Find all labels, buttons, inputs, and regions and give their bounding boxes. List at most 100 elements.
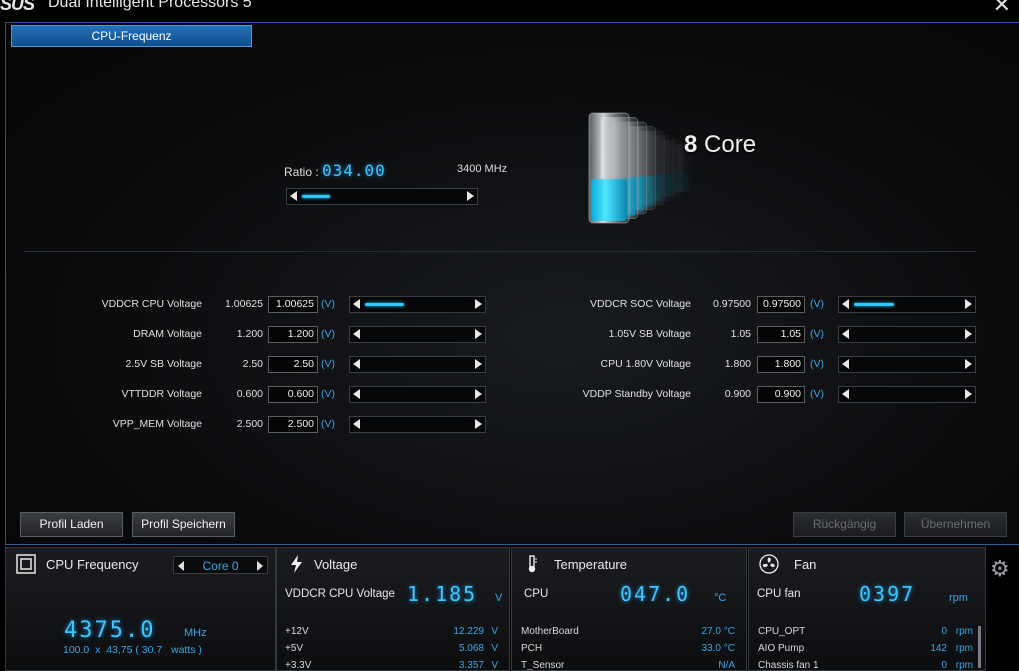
core-next-icon[interactable] [257,561,263,571]
voltage-input[interactable]: 2.50 [268,356,318,373]
lightning-icon [291,555,302,573]
voltage-unit: (V) [810,298,824,310]
slider-right-arrow-icon[interactable] [475,329,482,339]
apply-button[interactable]: Übernehmen [904,512,1007,537]
voltage-row: VDDCR SOC Voltage 0.97500 0.97500 (V) [6,296,824,313]
voltage-slider[interactable] [349,326,486,343]
slider-right-arrow-icon[interactable] [965,299,972,309]
slider-right-arrow-icon[interactable] [475,359,482,369]
panel-row-unit: V [491,626,498,637]
load-profile-button[interactable]: Profil Laden [20,512,123,537]
slider-right-arrow-icon[interactable] [965,389,972,399]
slider-left-arrow-icon[interactable] [842,389,849,399]
core-prev-icon[interactable] [178,561,184,571]
save-profile-button[interactable]: Profil Speichern [132,512,235,537]
panel-row: MotherBoard 27.0 °C [521,626,735,637]
voltage-current: 2.500 [236,418,263,430]
core-selector[interactable]: Core 0 [173,556,268,574]
voltage-input[interactable]: 0.600 [268,386,318,403]
undo-button[interactable]: Rückgängig [793,512,896,537]
voltage-slider[interactable] [838,296,976,313]
slider-right-arrow-icon[interactable] [965,359,972,369]
slider-right-arrow-icon[interactable] [965,329,972,339]
panel-row-unit: rpm [955,643,973,654]
panel-row-unit: rpm [955,660,973,671]
settings-gear-icon[interactable]: ⚙ [990,556,1010,581]
voltage-row: 1.05V SB Voltage 1.05 1.05 (V) [6,326,824,343]
main-panel: CPU-Frequenz Ratio : 034.00 3400 MHz 8 C… [5,22,1019,544]
slider-left-arrow-icon[interactable] [353,299,360,309]
voltage-input[interactable]: 1.200 [268,326,318,343]
voltage-input[interactable]: 0.97500 [757,296,805,313]
voltage-input[interactable]: 1.00625 [268,296,318,313]
slider-fill [854,303,894,306]
fan-title: Fan [794,557,817,572]
slider-fill [302,195,330,198]
voltage-unit: (V) [321,418,335,430]
voltage-slider[interactable] [349,416,486,433]
slider-left-arrow-icon[interactable] [842,299,849,309]
voltage-name: VTTDDR Voltage [121,388,202,400]
tab-cpu-frequency[interactable]: CPU-Frequenz [11,25,252,47]
voltage-row: DRAM Voltage 1.200 1.200 (V) [6,326,335,343]
slider-fill [365,303,404,306]
slider-left-arrow-icon[interactable] [353,389,360,399]
title-bar: SUS Dual Intelligent Processors 5 ✕ [0,0,1019,22]
temperature-main-unit: °C [714,592,727,604]
voltage-input[interactable]: 2.500 [268,416,318,433]
slider-left-arrow-icon[interactable] [290,191,297,201]
voltage-name: 2.5V SB Voltage [125,358,202,370]
slider-left-arrow-icon[interactable] [353,329,360,339]
slider-right-arrow-icon[interactable] [475,299,482,309]
panel-row-value: 0 [941,660,947,671]
voltage-name: VDDCR CPU Voltage [101,298,202,310]
close-icon[interactable]: ✕ [992,0,1011,17]
ratio-mhz: 3400 MHz [457,163,508,175]
panel-row-unit: V [491,660,498,671]
voltage-input[interactable]: 1.05 [757,326,805,343]
fan-scrollbar[interactable] [978,626,981,668]
slider-left-arrow-icon[interactable] [842,359,849,369]
panel-row-value: 0 [941,626,947,637]
slider-left-arrow-icon[interactable] [353,419,360,429]
voltage-current: 1.00625 [225,298,263,310]
panel-row-label: +12V [285,626,309,637]
ratio-slider[interactable] [286,188,478,205]
slider-left-arrow-icon[interactable] [842,329,849,339]
voltage-current: 0.97500 [713,298,751,310]
core-word: Core [697,131,757,158]
voltage-main-label: VDDCR CPU Voltage [285,588,395,600]
voltage-name: VDDCR SOC Voltage [590,298,691,310]
voltage-slider[interactable] [838,386,976,403]
voltage-current: 2.50 [242,358,263,370]
voltage-input[interactable]: 1.800 [757,356,805,373]
voltage-slider[interactable] [838,356,976,373]
slider-right-arrow-icon[interactable] [475,419,482,429]
voltage-row: CPU 1.80V Voltage 1.800 1.800 (V) [6,356,824,373]
fan-main-unit: rpm [949,592,968,604]
voltage-slider[interactable] [349,386,486,403]
voltage-input[interactable]: 0.900 [757,386,805,403]
voltage-slider[interactable] [838,326,976,343]
panel-row: +3.3V 3.357 V [285,660,498,671]
panel-row-label: MotherBoard [521,626,579,637]
panel-row-value: 3.357 [458,660,484,671]
voltage-slider[interactable] [349,356,486,373]
voltage-main-value: 1.185 [407,582,478,606]
voltage-main-unit: V [495,592,503,604]
panel-row-label: Chassis fan 1 [758,660,819,671]
panel-row-value: 27.0 °C [701,626,735,637]
core-count: 8 Core [684,131,756,159]
slider-left-arrow-icon[interactable] [353,359,360,369]
slider-right-arrow-icon[interactable] [475,389,482,399]
asus-logo: SUS [0,0,35,14]
voltage-slider[interactable] [349,296,486,313]
fan-panel: Fan CPU fan 0397 rpm CPU_OPT 0 rpm AIO Pump… [748,547,986,671]
slider-right-arrow-icon[interactable] [467,191,474,201]
temperature-main-label: CPU [524,588,549,600]
fan-main-label: CPU fan [757,588,801,600]
panel-row-value: 5.068 [458,643,484,654]
voltage-panel: Voltage VDDCR CPU Voltage 1.185 V +12V 12… [276,547,510,671]
cpu-frequency-unit: MHz [184,627,207,639]
core-number: 8 [684,131,698,158]
